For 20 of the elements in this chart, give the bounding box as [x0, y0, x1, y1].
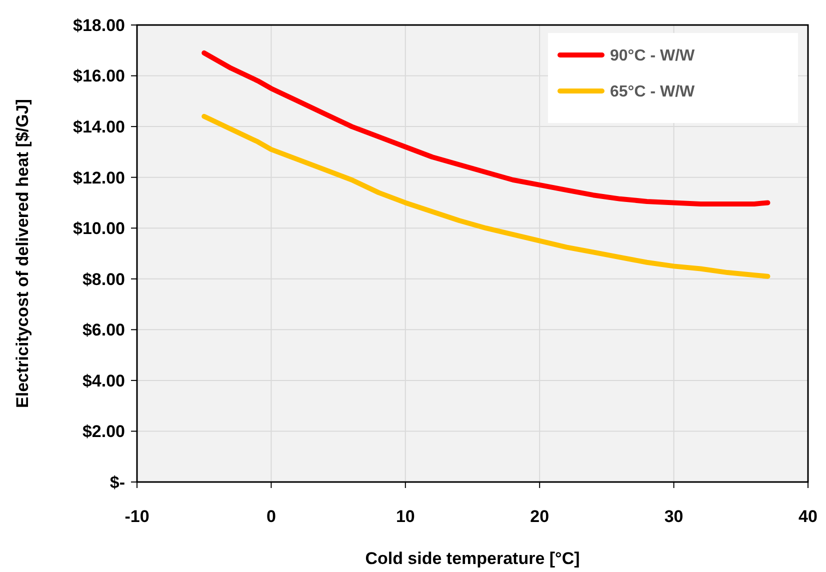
- y-tick-label: $10.00: [73, 219, 125, 238]
- x-tick-label: 40: [798, 507, 818, 526]
- y-tick-label: $2.00: [82, 422, 125, 442]
- legend-label: 90°C - W/W: [610, 48, 696, 65]
- x-tick-label: 30: [664, 507, 684, 526]
- x-axis-title: Cold side temperature [°C]: [365, 549, 580, 568]
- y-tick-label: $8.00: [82, 270, 125, 289]
- y-tick-label: $4.00: [82, 371, 125, 390]
- y-axis-title: Electricitycost of delivered heat [$/GJ]: [13, 99, 32, 408]
- y-tick-label: $14.00: [73, 118, 125, 137]
- y-tick-label: $18.00: [73, 16, 125, 35]
- x-tick-label: -10: [124, 507, 150, 526]
- x-tick-label: 20: [530, 507, 550, 526]
- y-tick-label: $12.00: [73, 168, 125, 188]
- x-tick-label: 0: [266, 507, 276, 526]
- y-tick-label: $6.00: [82, 320, 125, 340]
- x-tick-label: 10: [396, 507, 415, 526]
- y-tick-label: $16.00: [73, 66, 125, 86]
- legend-label: 65°C - W/W: [610, 84, 696, 101]
- y-tick-label: $-: [110, 472, 125, 492]
